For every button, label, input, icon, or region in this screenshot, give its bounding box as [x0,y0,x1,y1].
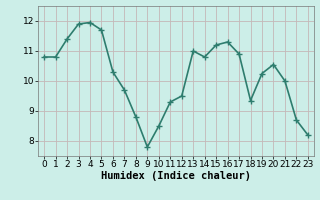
X-axis label: Humidex (Indice chaleur): Humidex (Indice chaleur) [101,171,251,181]
